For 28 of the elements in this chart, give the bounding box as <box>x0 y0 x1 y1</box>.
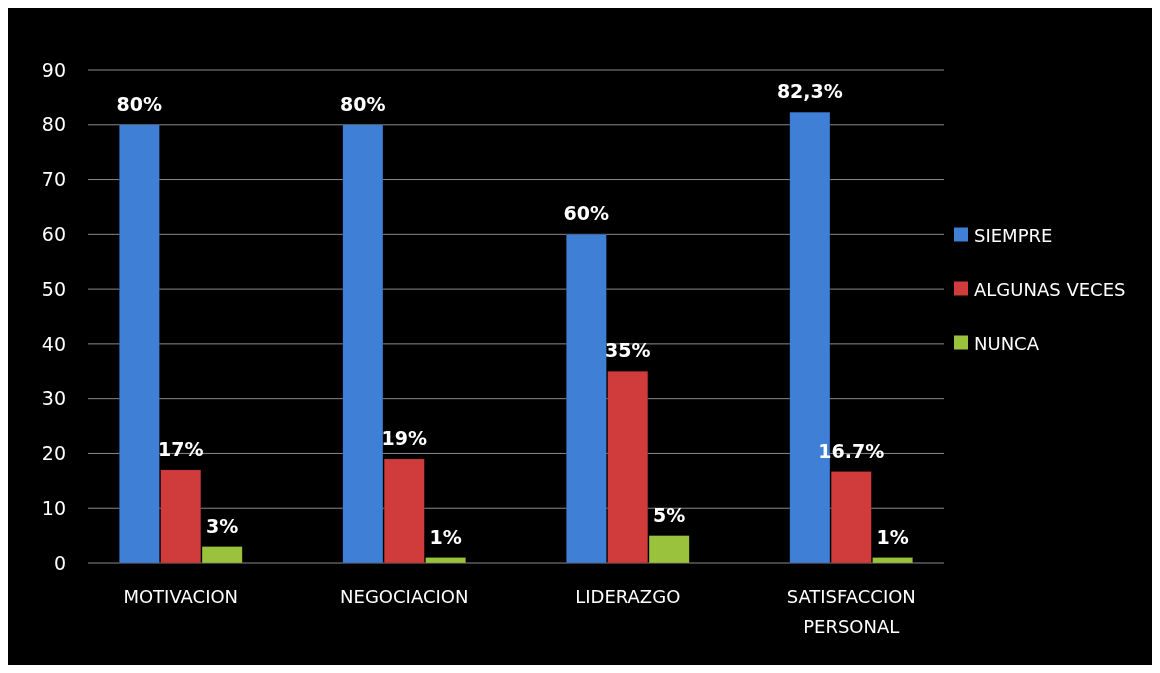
data-label: 17% <box>158 437 204 460</box>
y-tick-label: 0 <box>53 551 66 574</box>
legend-label: NUNCA <box>974 332 1040 354</box>
x-tick-label: LIDERAZGO <box>575 586 681 607</box>
y-tick-label: 40 <box>41 332 66 355</box>
y-tick-label: 20 <box>41 442 66 465</box>
y-tick-label: 70 <box>41 168 66 191</box>
data-label: 19% <box>381 426 427 449</box>
data-label: 1% <box>429 525 462 548</box>
y-tick-label: 90 <box>41 58 66 81</box>
y-tick-label: 30 <box>41 387 66 410</box>
legend-label: SIEMPRE <box>974 224 1053 246</box>
y-tick-label: 60 <box>41 222 66 245</box>
data-label: 80% <box>340 92 386 115</box>
y-tick-label: 50 <box>41 277 66 300</box>
x-tick-label: NEGOCIACION <box>340 586 469 607</box>
legend-label: ALGUNAS VECES <box>974 278 1126 300</box>
data-label: 3% <box>206 514 239 537</box>
data-label: 1% <box>876 525 909 548</box>
data-label: 82,3% <box>776 80 843 103</box>
data-label: 5% <box>653 503 686 526</box>
data-label: 80% <box>116 92 163 115</box>
y-tick-label: 10 <box>41 496 66 519</box>
x-tick-label: MOTIVACION <box>123 586 239 607</box>
x-tick-label: SATISFACCION PERSONAL <box>786 586 916 637</box>
data-label: 60% <box>563 202 610 225</box>
y-tick-label: 80 <box>41 113 66 136</box>
data-label: 35% <box>605 339 651 362</box>
